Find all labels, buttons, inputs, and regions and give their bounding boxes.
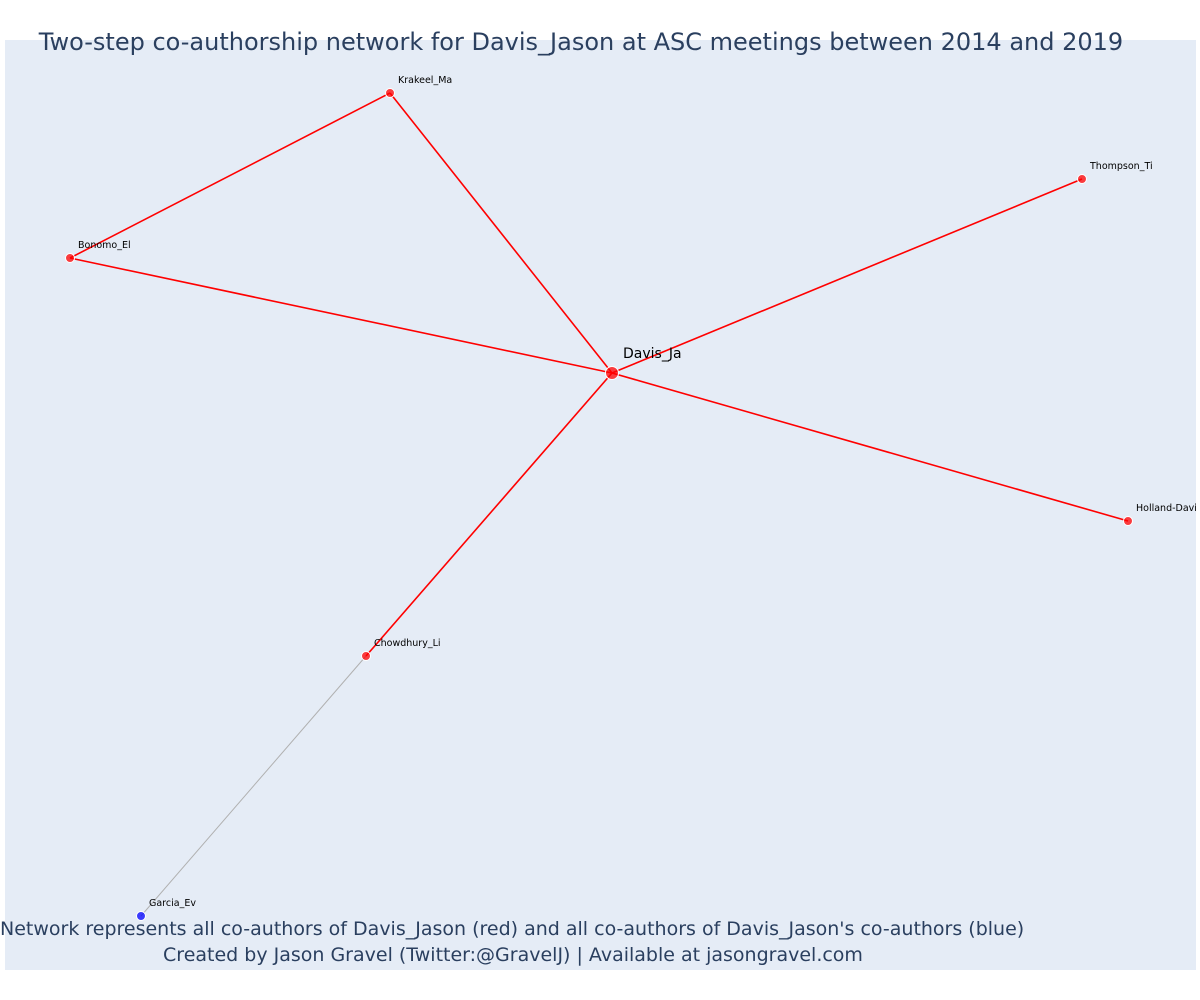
caption-description: Network represents all co-authors of Dav… [0, 918, 1025, 940]
node-label-bonomo: Bonomo_El [78, 240, 131, 251]
edge-davis-chowdhury [365, 372, 613, 657]
node-krakeel[interactable] [385, 88, 395, 98]
edge-davis-bonomo [69, 257, 613, 374]
edge-davis-thompson [611, 178, 1083, 374]
node-bonomo[interactable] [65, 253, 75, 263]
node-label-krakeel: Krakeel_Ma [398, 75, 452, 86]
edge-davis-krakeel [389, 92, 613, 374]
plot-area [5, 40, 1196, 970]
node-label-garcia: Garcia_Ev [149, 898, 196, 909]
node-label-thompson: Thompson_Ti [1089, 161, 1153, 172]
node-davis[interactable] [605, 366, 619, 380]
edge-bonomo-krakeel [69, 92, 391, 259]
chart-title: Two-step co-authorship network for Davis… [38, 28, 1124, 56]
node-thompson[interactable] [1077, 174, 1087, 184]
node-label-holland: Holland-Davis_Li [1136, 503, 1200, 514]
caption-credit: Created by Jason Gravel (Twitter:@Gravel… [163, 944, 863, 966]
node-label-davis: Davis_Ja [623, 346, 682, 362]
edge-davis-holland [611, 372, 1129, 522]
node-garcia[interactable] [136, 911, 146, 921]
edge-chowdhury-garcia [140, 655, 367, 917]
node-label-chowdhury: Chowdhury_Li [374, 638, 441, 649]
node-chowdhury[interactable] [361, 651, 371, 661]
node-holland[interactable] [1123, 516, 1133, 526]
